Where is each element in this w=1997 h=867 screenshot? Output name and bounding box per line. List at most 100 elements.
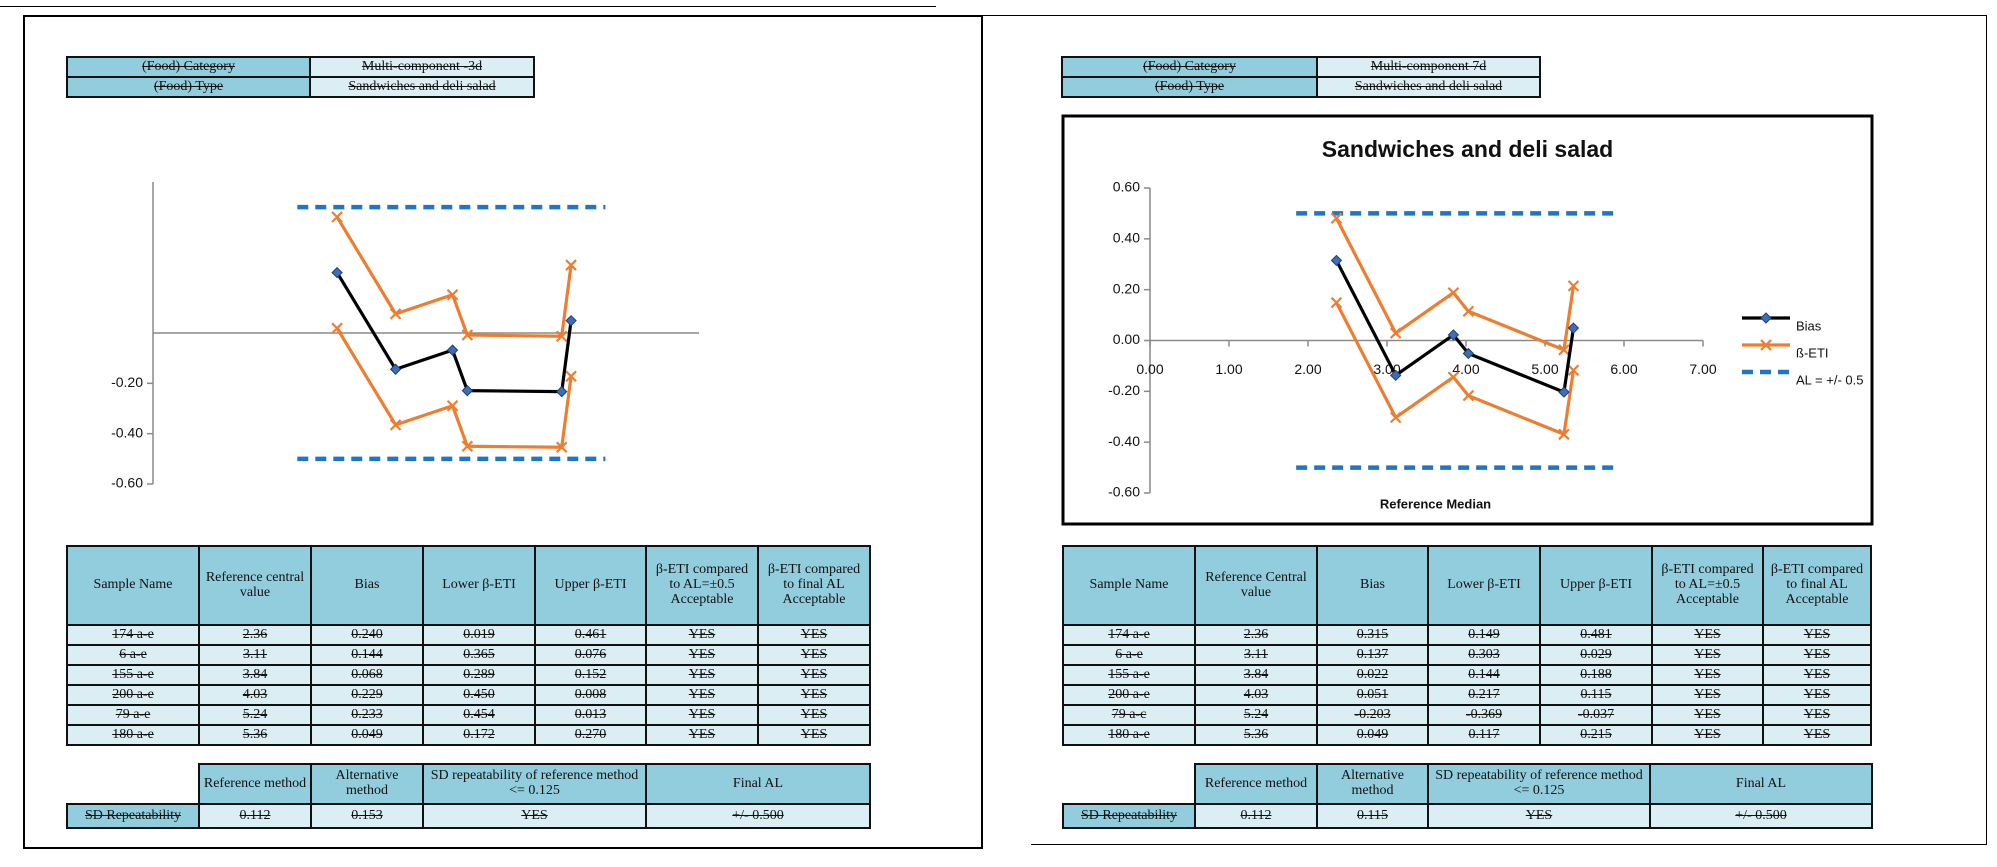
info-table: (Food) Category Multi-component 7d (Food) … — [1061, 56, 1541, 98]
table-cell — [1063, 764, 1195, 804]
y-tick-label: -0.20 — [111, 374, 143, 390]
table-cell: 174 a-e — [1062, 624, 1196, 646]
sd-table: Reference method Alternative method SD rep… — [66, 763, 871, 829]
table-cell: 6 a-e — [1062, 644, 1196, 666]
table-cell: 0.270 — [534, 724, 647, 746]
table-row: SD Repeatability 0.112 0.153 YES +/- 0.500 — [66, 803, 871, 829]
table-cell: Reference method — [198, 763, 312, 805]
table-cell: 0.152 — [534, 664, 647, 686]
table-cell: 3.11 — [198, 644, 312, 666]
table-cell: YES — [757, 624, 871, 646]
y-tick-label: -0.20 — [1108, 382, 1140, 398]
table-cell: 0.008 — [534, 684, 647, 706]
table-cell: β-ETI compared to final AL Acceptable — [757, 545, 871, 626]
left-panel — [23, 15, 983, 849]
table-cell: 155 a-e — [66, 664, 200, 686]
table-cell: 6 a-e — [66, 644, 200, 666]
legend-label: Bias — [1796, 318, 1822, 333]
table-cell: Final AL — [645, 763, 871, 805]
table-cell: 0.172 — [422, 724, 536, 746]
y-tick-label: -0.40 — [1108, 433, 1140, 449]
series-line — [335, 271, 573, 394]
table-cell: +/- 0.500 — [1649, 803, 1873, 829]
data-point — [1567, 280, 1580, 292]
table-cell: YES — [422, 803, 647, 829]
table-cell: 79 a-e — [66, 704, 200, 726]
table-cell: Upper β-ETI — [534, 545, 647, 626]
table-cell: +/- 0.500 — [645, 803, 871, 829]
table-cell: SD repeatability of reference method <= … — [1427, 763, 1651, 805]
table-cell: 2.36 — [1194, 624, 1318, 646]
right-panel-top — [949, 15, 1987, 16]
table-row: Sample Name Reference central value Bias Lo… — [66, 545, 871, 626]
table-cell: 0.233 — [310, 704, 424, 726]
table-cell: 0.149 — [1427, 624, 1541, 646]
y-tick-label: 0.20 — [1113, 280, 1140, 296]
data-point — [1462, 305, 1475, 318]
table-cell: 5.36 — [198, 724, 312, 746]
table-cell: YES — [645, 704, 759, 726]
table-cell: Bias — [1316, 545, 1429, 626]
table-cell: YES — [1651, 664, 1764, 686]
table-row: (Food) Type Sandwiches and deli salad — [66, 76, 535, 98]
info-table: (Food) Category Multi-component -3d (Food)… — [66, 56, 535, 98]
data-point — [1567, 322, 1580, 334]
table-cell: 4.03 — [198, 684, 312, 706]
data-point — [446, 399, 459, 412]
table-cell: Sandwiches and deli salad — [1316, 76, 1541, 98]
table-cell: β-ETI compared to AL=±0.5 Acceptable — [645, 545, 759, 626]
table-cell: YES — [1762, 644, 1872, 666]
data-point — [556, 385, 568, 398]
table-row: 200 a-e 4.03 0.051 0.217 0.115 YES YES — [1062, 684, 1872, 706]
data-point — [1447, 371, 1460, 383]
table-cell: (Food) Type — [66, 76, 311, 98]
table-cell: YES — [1651, 704, 1764, 726]
table-cell: 0.115 — [1539, 684, 1653, 706]
x-tick-label: 0.00 — [1136, 361, 1163, 377]
table-cell: 0.029 — [1539, 644, 1653, 666]
y-tick-label: 0.40 — [1113, 230, 1140, 246]
data-point — [565, 370, 577, 383]
table-cell: Lower β-ETI — [422, 545, 536, 626]
table-cell: Reference Central value — [1194, 545, 1318, 626]
table-row: (Food) Category Multi-component 7d — [1061, 56, 1541, 78]
table-cell — [67, 764, 199, 804]
table-cell: YES — [757, 724, 871, 746]
legend-marker — [1760, 312, 1772, 324]
table-cell: 5.24 — [198, 704, 312, 726]
table-cell: Alternative method — [1316, 763, 1429, 805]
table-cell: 174 a-e — [66, 624, 200, 646]
table-cell: 0.049 — [1316, 724, 1429, 746]
table-cell: YES — [757, 704, 871, 726]
legend-label: ß-ETI — [1796, 345, 1829, 360]
table-cell: 0.144 — [310, 644, 424, 666]
results-table: Sample Name Reference central value Bias Lo… — [66, 545, 871, 746]
data-point — [555, 441, 568, 454]
table-cell: 5.24 — [1194, 704, 1318, 726]
table-cell: 180 a-e — [66, 724, 200, 746]
right-panel-bottom — [1031, 844, 1987, 845]
table-cell: YES — [1762, 624, 1872, 646]
table-cell: 0.013 — [534, 704, 647, 726]
data-point — [565, 259, 577, 271]
table-cell: 0.215 — [1539, 724, 1653, 746]
table-cell: 0.365 — [422, 644, 536, 666]
table-cell: Alternative method — [310, 763, 424, 805]
data-point — [1389, 369, 1402, 382]
table-cell: (Food) Category — [1061, 56, 1318, 78]
table-cell: 0.112 — [198, 803, 312, 829]
x-axis-label: Reference Median — [1380, 496, 1491, 511]
data-point — [1330, 254, 1343, 267]
table-row: 180 a-e 5.36 0.049 0.117 0.215 YES YES — [1062, 724, 1872, 746]
data-point — [1389, 411, 1402, 424]
table-cell: YES — [645, 624, 759, 646]
chart-area — [66, 117, 870, 526]
table-cell: YES — [1427, 803, 1651, 829]
table-cell: (Food) Category — [66, 56, 311, 78]
y-tick-label: 0.60 — [1113, 179, 1140, 195]
results-table: Sample Name Reference Central value Bias Lo… — [1062, 545, 1872, 746]
table-row: 155 a-e 3.84 0.022 0.144 0.188 YES YES — [1062, 664, 1872, 686]
table-cell: 0.022 — [1316, 664, 1429, 686]
table-cell: Final AL — [1649, 763, 1873, 805]
x-tick-label: 4.00 — [1452, 361, 1479, 377]
